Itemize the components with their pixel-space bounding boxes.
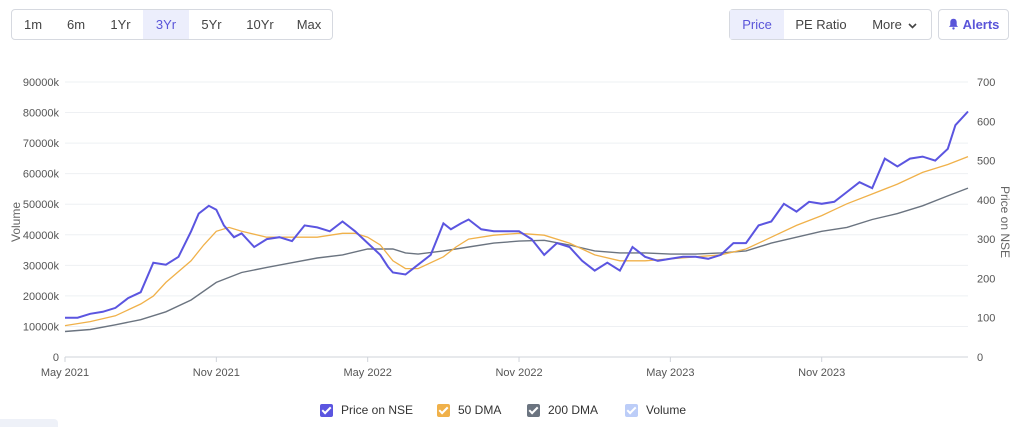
price-line xyxy=(65,110,969,319)
bell-icon xyxy=(948,11,959,40)
y-right-tick-label: 400 xyxy=(977,195,995,207)
x-tick-label: Nov 2023 xyxy=(798,367,845,379)
range-3yr-button[interactable]: 3Yr xyxy=(143,10,189,39)
y-left-axis-title: Volume xyxy=(9,202,23,242)
price-checkbox-icon xyxy=(320,403,333,417)
legend-200dma[interactable]: 200 DMA xyxy=(527,403,598,417)
time-range-selector: 1m 6m 1Yr 3Yr 5Yr 10Yr Max xyxy=(11,9,333,40)
y-left-tick-label: 80000k xyxy=(23,108,60,120)
legend-price-label: Price on NSE xyxy=(341,403,414,417)
alerts-button[interactable]: Alerts xyxy=(938,9,1009,40)
x-tick-label: May 2022 xyxy=(344,367,392,379)
volume-checkbox-icon xyxy=(625,403,638,417)
alerts-label: Alerts xyxy=(962,17,1000,32)
range-6m-button[interactable]: 6m xyxy=(66,17,86,32)
y-right-tick-label: 300 xyxy=(977,234,995,246)
y-right-axis-title: Price on NSE xyxy=(998,186,1012,258)
price-chart: 0 10000k 20000k 30000k 40000k 50000k 60000k 700… xyxy=(9,77,1012,379)
dma50-line xyxy=(64,155,969,327)
range-max-button[interactable]: Max xyxy=(296,17,322,32)
y-right-tick-label: 700 xyxy=(977,77,995,89)
x-tick-label: May 2023 xyxy=(646,367,694,379)
y-left-tick-label: 90000k xyxy=(23,77,60,89)
legend-volume-label: Volume xyxy=(646,403,687,417)
chart-gridlines xyxy=(65,81,968,327)
y-left-tick-label: 10000k xyxy=(23,321,60,333)
x-tick-label: Nov 2022 xyxy=(495,367,542,379)
y-left-tick-label: 60000k xyxy=(23,169,60,181)
chart-type-selector: Price PE Ratio More xyxy=(729,9,932,40)
x-tick-label: Nov 2021 xyxy=(193,367,240,379)
legend-50dma-label: 50 DMA xyxy=(458,403,502,417)
more-label: More xyxy=(872,17,902,32)
range-1m-button[interactable]: 1m xyxy=(23,17,43,32)
y-left-tick-label: 50000k xyxy=(23,199,60,211)
y-left-tick-label: 0 xyxy=(53,352,59,364)
legend-volume[interactable]: Volume xyxy=(625,403,686,417)
x-tick-label: May 2021 xyxy=(41,367,89,379)
more-dropdown[interactable]: More xyxy=(858,10,931,39)
legend-price[interactable]: Price on NSE xyxy=(320,403,413,417)
legend-200dma-label: 200 DMA xyxy=(548,403,599,417)
price-tab[interactable]: Price xyxy=(730,10,784,39)
y-right-tick-label: 600 xyxy=(977,116,995,128)
y-right-tick-label: 500 xyxy=(977,156,995,168)
feedback-tab[interactable] xyxy=(0,419,58,427)
y-right-tick-label: 200 xyxy=(977,273,995,285)
y-left-tick-label: 20000k xyxy=(23,291,60,303)
chart-legend: Price on NSE 50 DMA 200 DMA Volume xyxy=(0,403,1024,421)
y-right-tick-label: 100 xyxy=(977,313,995,325)
dma200-line xyxy=(64,187,969,333)
y-left-tick-label: 30000k xyxy=(23,260,60,272)
range-1yr-button[interactable]: 1Yr xyxy=(110,17,131,32)
y-left-tick-label: 70000k xyxy=(23,138,60,150)
range-10yr-button[interactable]: 10Yr xyxy=(246,17,274,32)
legend-50dma[interactable]: 50 DMA xyxy=(437,403,501,417)
chart-axes: 0 10000k 20000k 30000k 40000k 50000k 60000k 700… xyxy=(23,77,995,379)
dma50-checkbox-icon xyxy=(437,403,450,417)
chevron-down-icon xyxy=(908,12,917,41)
y-right-tick-label: 0 xyxy=(977,352,983,364)
pe-ratio-tab[interactable]: PE Ratio xyxy=(795,17,847,32)
dma200-checkbox-icon xyxy=(527,403,540,417)
y-left-tick-label: 40000k xyxy=(23,230,60,242)
range-5yr-button[interactable]: 5Yr xyxy=(201,17,222,32)
